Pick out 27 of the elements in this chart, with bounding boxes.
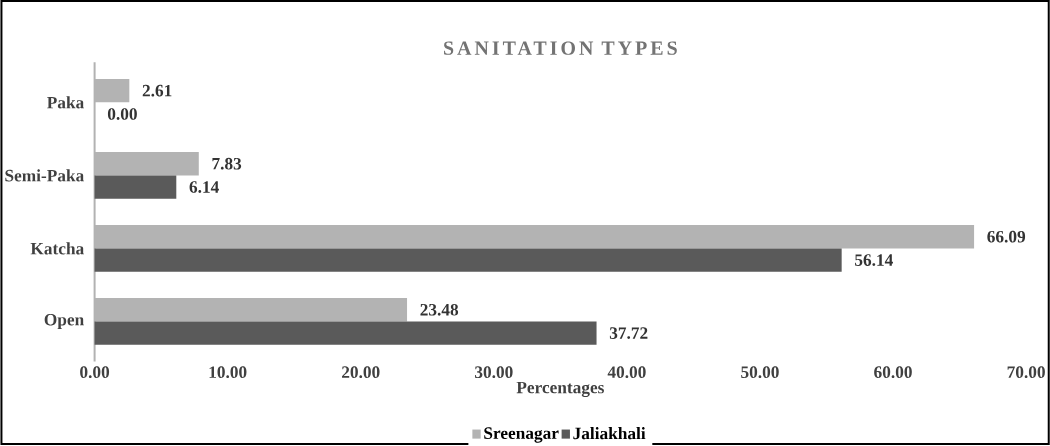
x-tick-label: 10.00	[209, 366, 247, 378]
x-tick-label: 20.00	[342, 366, 380, 378]
x-tick-label: 70.00	[1007, 366, 1045, 378]
legend-label: Sreenagar	[484, 427, 559, 443]
x-axis-title: Percentages	[516, 381, 604, 397]
data-label: 6.14	[189, 181, 219, 193]
y-tick-label: Semi-Paka	[5, 169, 84, 182]
y-tick-label: Open	[44, 313, 84, 329]
y-tick-label: Paka	[47, 96, 84, 109]
data-label: 7.83	[212, 157, 242, 170]
data-label: 2.61	[142, 84, 172, 97]
bar	[94, 175, 177, 199]
data-label: 66.09	[987, 230, 1026, 243]
bar	[94, 248, 842, 272]
x-tick-label: 0.00	[80, 366, 110, 378]
y-tick-label: Katcha	[30, 242, 84, 255]
legend-label: Jaliakhali	[573, 426, 646, 440]
x-tick-label: 60.00	[874, 366, 912, 378]
data-label: 23.48	[420, 303, 459, 316]
bar	[94, 321, 597, 345]
chart-title: SANITATION TYPES	[444, 41, 677, 55]
data-label: 0.00	[107, 107, 137, 120]
data-label: 56.14	[855, 254, 893, 266]
x-tick-label: 50.00	[741, 366, 779, 378]
x-tick-label: 40.00	[607, 366, 646, 378]
x-tick-label: 30.00	[475, 366, 513, 378]
data-label: 37.72	[609, 327, 648, 339]
